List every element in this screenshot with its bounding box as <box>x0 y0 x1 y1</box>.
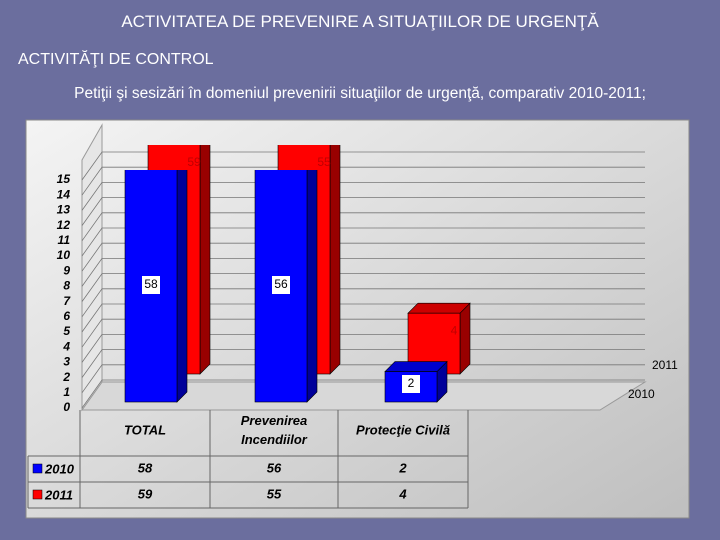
chart-title: Petiţii şi sesizări în domeniul prevenir… <box>74 85 646 102</box>
series-label: 2010 <box>628 387 655 401</box>
category-label: Protecţie Civilă <box>356 422 450 437</box>
data-label: 56 <box>274 277 288 291</box>
table-value: 55 <box>267 486 282 501</box>
y-tick-label: 15 <box>57 172 71 186</box>
bar-side <box>459 302 471 375</box>
y-tick-label: 6 <box>63 309 70 323</box>
data-label: 4 <box>451 323 458 337</box>
grid-line <box>81 288 645 318</box>
table-value: 2 <box>398 460 407 475</box>
grid-line <box>81 273 645 302</box>
bar <box>254 170 308 403</box>
y-tick-label: 10 <box>57 248 71 262</box>
legend-key <box>32 489 43 500</box>
side-wall <box>81 123 103 412</box>
label-box <box>402 375 420 393</box>
grid-line <box>81 151 645 181</box>
y-tick-label: 5 <box>63 324 70 338</box>
data-label: 55 <box>317 155 331 169</box>
y-tick-label: 14 <box>57 187 71 201</box>
bar-top <box>384 361 448 372</box>
table-value: 59 <box>138 486 153 501</box>
data-label: 58 <box>144 277 158 291</box>
legend-label: 2010 <box>44 461 75 476</box>
category-label: Prevenirea Incendiilor <box>241 413 308 447</box>
bar <box>124 170 178 403</box>
y-tick-label: 7 <box>63 294 71 308</box>
y-tick-label: 9 <box>63 263 70 277</box>
grid-line <box>81 379 645 409</box>
label-box <box>272 276 290 294</box>
table-value: 58 <box>138 460 153 475</box>
bar-side <box>329 145 341 375</box>
grid-line <box>81 181 645 211</box>
legend-key <box>32 463 43 474</box>
slide-title: ACTIVITATEA DE PREVENIRE A SITUAŢIILOR D… <box>121 12 599 31</box>
y-tick-label: 11 <box>58 233 71 247</box>
grid-line <box>81 242 645 272</box>
y-tick-label: 12 <box>57 218 71 232</box>
grid-line <box>81 257 645 287</box>
category-label: TOTAL <box>124 422 166 437</box>
bar-top <box>407 302 471 314</box>
label-box <box>142 276 160 294</box>
y-tick-label: 4 <box>62 339 70 353</box>
bar-side <box>306 170 318 403</box>
y-tick-label: 0 <box>63 400 70 414</box>
grid-line <box>81 212 645 242</box>
data-label: 2 <box>408 376 415 390</box>
table-value: 56 <box>267 460 282 475</box>
y-tick-label: 13 <box>57 203 71 217</box>
grid-line <box>81 227 645 257</box>
grid-line <box>81 166 645 196</box>
data-table <box>27 410 469 509</box>
bar-side <box>199 145 211 375</box>
grid-line <box>81 197 645 226</box>
section-title: ACTIVITĂŢI DE CONTROL <box>18 51 214 68</box>
table-value: 4 <box>398 486 407 501</box>
y-tick-label: 8 <box>63 279 70 293</box>
series-label: 2011 <box>652 358 678 372</box>
legend-label: 2011 <box>44 487 73 502</box>
y-tick-label: 3 <box>63 355 70 369</box>
bar-side <box>176 170 188 403</box>
data-label: 59 <box>187 155 201 169</box>
y-tick-label: 2 <box>62 370 70 384</box>
y-tick-label: 1 <box>63 385 70 399</box>
